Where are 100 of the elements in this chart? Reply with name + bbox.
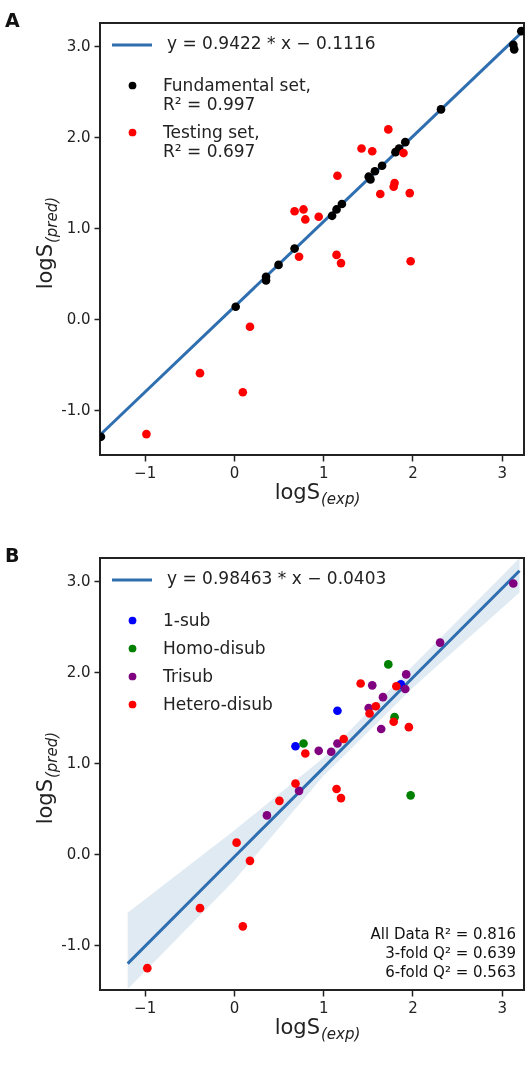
y-tick-label: 3.0 — [66, 572, 91, 591]
point — [371, 701, 381, 711]
x-tick-label: 1 — [318, 463, 329, 482]
point — [392, 681, 401, 691]
point — [391, 147, 400, 157]
point — [336, 258, 346, 268]
point — [245, 856, 255, 866]
x-tick-label: −1 — [134, 463, 157, 482]
y-tick-label: 0.0 — [66, 310, 91, 329]
point — [383, 660, 393, 669]
x-tick-label: −1 — [134, 998, 157, 1017]
point — [195, 368, 205, 378]
point — [290, 206, 299, 216]
point — [299, 739, 308, 748]
point — [332, 250, 341, 260]
point — [389, 717, 399, 727]
point — [142, 429, 151, 439]
point — [377, 161, 387, 171]
point — [300, 749, 310, 758]
point — [326, 747, 336, 757]
point — [375, 189, 385, 199]
point — [367, 681, 377, 690]
chart-title: B — [5, 544, 20, 566]
point — [333, 706, 342, 716]
y-tick-label: 2.0 — [66, 128, 91, 147]
point — [336, 793, 346, 803]
point — [238, 922, 248, 931]
legend-label: Homo-disub — [163, 637, 266, 658]
annotation: 6-fold Q² = 0.563 — [385, 963, 516, 981]
x-tick-label: 0 — [229, 998, 240, 1017]
legend-label: Trisub — [162, 665, 214, 686]
point — [314, 746, 324, 756]
point — [294, 252, 304, 262]
point — [399, 148, 408, 158]
point — [333, 739, 342, 748]
point — [275, 796, 284, 806]
point — [291, 741, 300, 751]
point — [262, 811, 272, 820]
point — [332, 205, 341, 214]
y-tick-label: 3.0 — [66, 37, 91, 56]
point — [231, 302, 241, 312]
point — [314, 212, 324, 222]
x-tick-label: 3 — [497, 998, 507, 1017]
y-tick-label: 0.0 — [66, 845, 91, 864]
point — [333, 171, 342, 181]
chart-title: A — [5, 9, 20, 31]
x-tick-label: 2 — [408, 998, 418, 1017]
point — [383, 125, 393, 134]
point — [436, 105, 446, 114]
point — [367, 146, 377, 156]
point — [332, 784, 341, 794]
y-tick-label: 1.0 — [66, 754, 91, 773]
point — [389, 182, 399, 192]
point — [238, 387, 248, 397]
legend-label: 1-sub — [163, 609, 211, 630]
point — [509, 45, 519, 54]
point — [232, 838, 241, 847]
point — [376, 724, 386, 734]
y-tick-label: -1.0 — [61, 401, 91, 420]
point — [245, 322, 255, 332]
point — [339, 734, 349, 744]
x-tick-label: 3 — [497, 463, 507, 482]
point — [291, 779, 300, 788]
point — [400, 137, 410, 147]
point — [370, 166, 380, 176]
point — [142, 963, 152, 973]
annotation: 3-fold Q² = 0.639 — [385, 944, 516, 962]
x-tick-label: 2 — [408, 463, 418, 482]
point — [327, 211, 337, 221]
point — [356, 679, 365, 688]
point — [435, 638, 445, 647]
point — [195, 903, 205, 913]
point — [378, 692, 388, 702]
point — [508, 579, 518, 588]
y-tick-label: 1.0 — [66, 219, 91, 238]
annotation: All Data R² = 0.816 — [370, 925, 516, 943]
legend-label: y = 0.98463 * x − 0.0403 — [167, 568, 387, 588]
legend-label: Fundamental set, R² = 0.997 — [163, 74, 311, 114]
point — [365, 709, 374, 718]
point — [357, 144, 366, 153]
legend-label: y = 0.9422 * x − 0.1116 — [167, 33, 376, 53]
y-axis-title: logS(pred) — [33, 196, 61, 290]
point — [401, 670, 411, 679]
point — [290, 244, 299, 253]
y-tick-label: 2.0 — [66, 663, 91, 682]
x-tick-label: 0 — [229, 463, 240, 482]
point — [406, 791, 415, 800]
x-tick-label: 1 — [318, 998, 329, 1017]
point — [516, 26, 524, 36]
point — [406, 256, 415, 266]
point — [299, 205, 308, 214]
point — [405, 188, 415, 198]
legend-label: Testing set, R² = 0.697 — [162, 121, 260, 161]
point — [274, 260, 283, 270]
point — [294, 786, 304, 796]
point — [337, 199, 347, 209]
y-tick-label: -1.0 — [61, 936, 91, 955]
y-axis-title: logS(pred) — [33, 731, 61, 825]
point — [300, 215, 310, 224]
legend-label: Hetero-disub — [163, 693, 273, 714]
